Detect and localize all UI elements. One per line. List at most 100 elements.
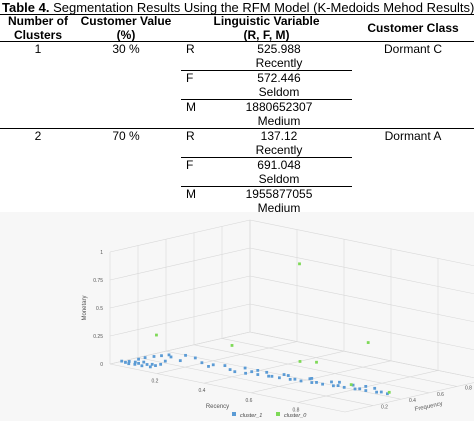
- data-point-cluster_1: [228, 368, 232, 371]
- data-point-cluster_1: [142, 360, 146, 364]
- x-tick-label: 0.8: [293, 407, 300, 413]
- z-tick-label: 0.5: [96, 306, 103, 312]
- row1-class: Dormant C: [383, 42, 442, 56]
- row2-r-value: 137.12 Recently: [255, 129, 303, 157]
- data-point-cluster_0: [366, 341, 370, 344]
- data-point-cluster_1: [386, 392, 389, 396]
- data-point-cluster_1: [315, 381, 318, 384]
- header-linguistic-variable: Linguistic Variable (R, F, M): [213, 14, 320, 42]
- row1-r-value: 525.988 Recently: [255, 42, 303, 70]
- floor-grid-line: [203, 350, 345, 384]
- data-point-cluster_1: [353, 387, 357, 391]
- row2-cluster: 2: [34, 129, 42, 143]
- data-point-cluster_1: [308, 377, 312, 381]
- data-point-cluster_0: [298, 360, 302, 363]
- row2-f-key: F: [186, 158, 194, 172]
- data-point-cluster_1: [137, 357, 140, 361]
- data-point-cluster_1: [178, 359, 182, 363]
- data-point-cluster_1: [169, 355, 173, 359]
- data-point-cluster_0: [315, 360, 318, 364]
- data-point-cluster_1: [243, 366, 247, 370]
- wall-grid-line: [109, 219, 251, 253]
- legend-label-cluster_0: cluster_0: [284, 413, 307, 419]
- data-point-cluster_1: [310, 381, 314, 384]
- row2-f-rule: [181, 186, 352, 187]
- wall-grid-line: [249, 219, 474, 267]
- floor-grid-line: [250, 360, 392, 394]
- table-top-rule: [0, 14, 474, 15]
- data-point-cluster_1: [120, 359, 124, 363]
- data-point-cluster_1: [278, 376, 281, 380]
- data-point-cluster_1: [321, 382, 324, 386]
- data-point-cluster_1: [145, 363, 149, 366]
- row1-f-key: F: [186, 71, 194, 85]
- data-point-cluster_0: [298, 262, 301, 266]
- data-point-cluster_1: [140, 364, 144, 368]
- data-point-cluster_1: [233, 370, 237, 374]
- data-point-cluster_1: [184, 353, 187, 357]
- data-point-cluster_1: [256, 373, 260, 376]
- data-point-cluster_1: [223, 364, 227, 367]
- data-point-cluster_1: [124, 361, 127, 364]
- row2-f-value: 691.048 Seldom: [257, 158, 301, 186]
- wall-grid-line: [249, 331, 474, 379]
- header-customer-value: Customer Value (%): [80, 14, 172, 42]
- data-point-cluster_1: [256, 369, 260, 372]
- row1-m-key: M: [186, 100, 196, 114]
- row2-value: 70 %: [112, 129, 140, 143]
- chart-points: [120, 262, 391, 396]
- data-point-cluster_1: [137, 361, 140, 365]
- row1-f-rule: [181, 99, 352, 100]
- data-point-cluster_0: [349, 383, 353, 387]
- data-point-cluster_0: [155, 333, 158, 337]
- floor-grid-line: [109, 363, 346, 413]
- y-axis-title: Frequency: [414, 401, 443, 413]
- row2-m-value: 1955877055 Medium: [245, 187, 313, 215]
- y-tick-label: 0.4: [409, 398, 416, 404]
- row1-value: 30 %: [112, 42, 140, 56]
- data-point-cluster_1: [127, 360, 131, 363]
- z-tick-label: 0: [100, 362, 103, 368]
- data-point-cluster_1: [167, 353, 171, 357]
- legend-swatch-cluster_1: [232, 412, 236, 416]
- row1-m-value: 1880652307 Medium: [245, 100, 313, 128]
- wall-grid-line: [249, 275, 474, 323]
- header-rule: [0, 41, 474, 42]
- floor-grid-line: [221, 338, 458, 387]
- data-point-cluster_1: [270, 374, 274, 378]
- data-point-cluster_1: [310, 377, 314, 380]
- data-point-cluster_1: [286, 374, 290, 377]
- rfm-3d-scatter-figure: 0 0.25 0.5 0.75 1 0.2 0.4 0.6 0.8 0.2 0.4 0.6 0.8 Mon…: [0, 212, 474, 421]
- data-point-cluster_1: [154, 364, 157, 367]
- row2-r-key: R: [186, 129, 195, 143]
- y-tick-label: 0.2: [381, 405, 388, 411]
- chart-grid: [109, 219, 474, 413]
- data-point-cluster_0: [230, 344, 234, 347]
- floor-grid-line: [193, 344, 430, 394]
- data-point-cluster_1: [338, 380, 341, 384]
- floor-grid-line: [297, 370, 439, 403]
- row1-f-value: 572.446 Seldom: [257, 71, 301, 99]
- data-point-cluster_1: [379, 390, 383, 394]
- chart-legend: cluster_1 cluster_0: [232, 412, 307, 419]
- data-point-cluster_0: [387, 390, 391, 394]
- data-point-cluster_1: [133, 360, 137, 364]
- z-tick-label: 0.25: [93, 334, 103, 340]
- data-point-cluster_1: [282, 373, 286, 376]
- data-point-cluster_1: [163, 359, 167, 363]
- data-point-cluster_1: [267, 374, 270, 378]
- wall-grid-line: [109, 275, 251, 309]
- data-point-cluster_1: [373, 386, 377, 390]
- x-tick-label: 0.6: [246, 398, 253, 404]
- data-point-cluster_1: [200, 361, 204, 365]
- data-point-cluster_1: [299, 379, 303, 383]
- x-tick-label: 0.4: [199, 388, 206, 394]
- data-point-cluster_1: [150, 362, 154, 366]
- wall-grid-line: [109, 303, 251, 337]
- row2-r-rule: [181, 157, 352, 158]
- z-axis-title: Monetary: [82, 295, 88, 320]
- data-point-cluster_1: [250, 370, 254, 374]
- data-point-cluster_1: [364, 389, 368, 392]
- data-point-cluster_1: [159, 362, 163, 366]
- wall-grid-line: [249, 247, 474, 295]
